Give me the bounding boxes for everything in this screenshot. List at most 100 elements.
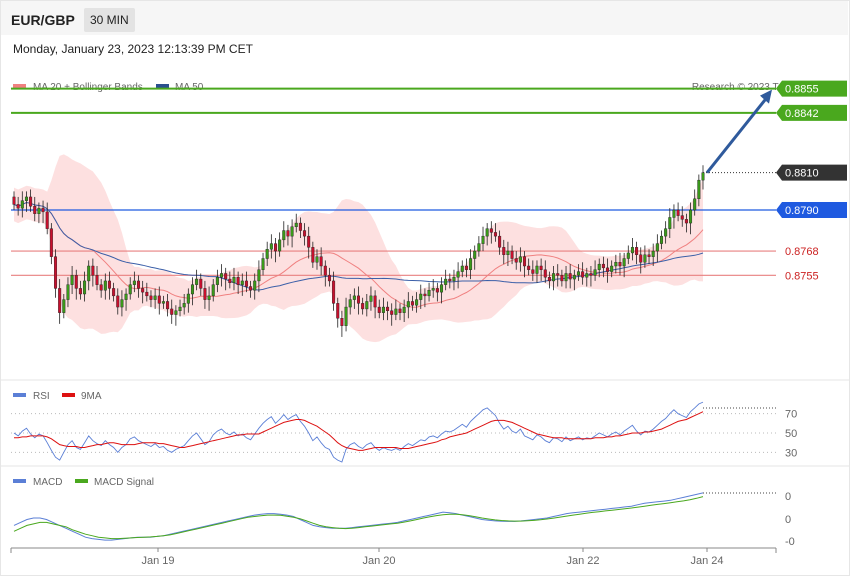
candle-body [261,258,265,270]
candle-body [435,288,439,293]
rsi-tick-label: 50 [785,428,797,440]
candle-body [307,235,311,248]
level-0-8810-label: 0.8810 [785,168,819,180]
candle-body [45,211,49,229]
candle-body [195,278,199,285]
candle-body [597,263,601,270]
candle-body [66,284,70,300]
candle-body [568,273,572,280]
candle-body [166,301,170,310]
candle-body [680,215,684,220]
level-0-8790-label: 0.8790 [785,205,819,217]
candle-body [124,293,128,300]
candle-body [477,243,481,252]
level-0-8855-label: 0.8855 [785,84,819,96]
candle-body [269,243,273,250]
copyright: Research © 2023 Trading Central [692,82,841,93]
candle-body [601,263,605,269]
candle-body [282,230,286,241]
candle-body [132,280,136,285]
candle-body [240,280,244,285]
candle-body [33,206,37,214]
candle-body [365,301,369,310]
candle-body [199,278,203,289]
candle-body [581,271,585,278]
candle-body [298,222,302,231]
rsi-series-9ma [14,411,704,451]
candle-body [357,295,361,304]
candle-body [170,308,174,315]
candle-body [265,248,269,259]
candle-body [290,226,294,237]
candle-body [510,250,514,259]
candle-body [294,222,298,227]
candle-body [303,230,307,237]
candle-body [273,243,277,252]
candle-body [49,228,53,257]
candle-body [552,273,556,282]
candle-body [95,275,99,285]
candle-body [655,243,659,252]
candle-body [448,278,452,282]
legend-macd-signal: MACD Signal [94,477,154,488]
candle-body [29,196,33,207]
candle-body [352,295,356,300]
level-0-8842-tag [776,104,847,121]
candle-body [498,235,502,248]
legend-rsi: RSI [33,391,50,402]
candle-body [311,247,315,263]
level-0-8842-label: 0.8842 [785,108,819,120]
candle-body [41,207,45,213]
candle-body [585,273,589,278]
candle-body [469,258,473,270]
candle-body [257,269,261,282]
level-0-8768-label: 0.8768 [785,246,819,258]
candle-body [543,269,547,278]
candle-body [460,265,464,272]
candle-body [485,228,489,237]
candle-body [386,306,390,312]
candle-body [564,273,568,282]
candle-body [697,179,701,199]
candle-body [215,277,219,285]
candle-body [20,200,24,209]
chart-header: EUR/GBP 30 MIN [1,1,848,35]
candle-body [228,278,232,284]
candle-body [531,269,535,274]
candle-body [373,295,377,308]
candle-body [639,254,643,263]
legend-swatch-ma20 [13,84,26,88]
candle-body [244,280,248,287]
candle-body [506,250,510,255]
legend-swatch-rsi [13,393,26,397]
candle-body [502,247,506,255]
candle-body [689,209,693,224]
candle-body [149,295,153,300]
candle-body [572,275,576,280]
legend-swatch-macd [13,479,26,483]
candle-body [398,308,402,313]
candle-body [54,256,58,289]
legend-ma50: MA 50 [175,82,204,93]
candle-body [87,265,91,282]
forecast-arrow-shaft [705,97,768,174]
candle-body [37,207,41,214]
candle-body [514,258,518,263]
candle-body [120,299,124,308]
candle-body [62,299,66,313]
candle-body [444,278,448,285]
macd-series-macd [13,492,704,541]
candle-body [377,306,381,313]
candle-body [423,293,427,297]
candle-body [419,293,423,300]
rsi-tick-label: 30 [785,447,797,459]
candle-body [83,280,87,295]
candle-body [539,265,543,270]
timeframe-button[interactable]: 30 MIN [84,8,135,32]
legend-ma20: MA 20 + Bollinger Bands [33,82,143,93]
chart-datetime: Monday, January 23, 2023 12:13:39 PM CET [13,42,253,56]
legend-macd: MACD [33,477,62,488]
candle-body [527,265,531,270]
candle-body [336,303,340,319]
candle-body [664,228,668,237]
